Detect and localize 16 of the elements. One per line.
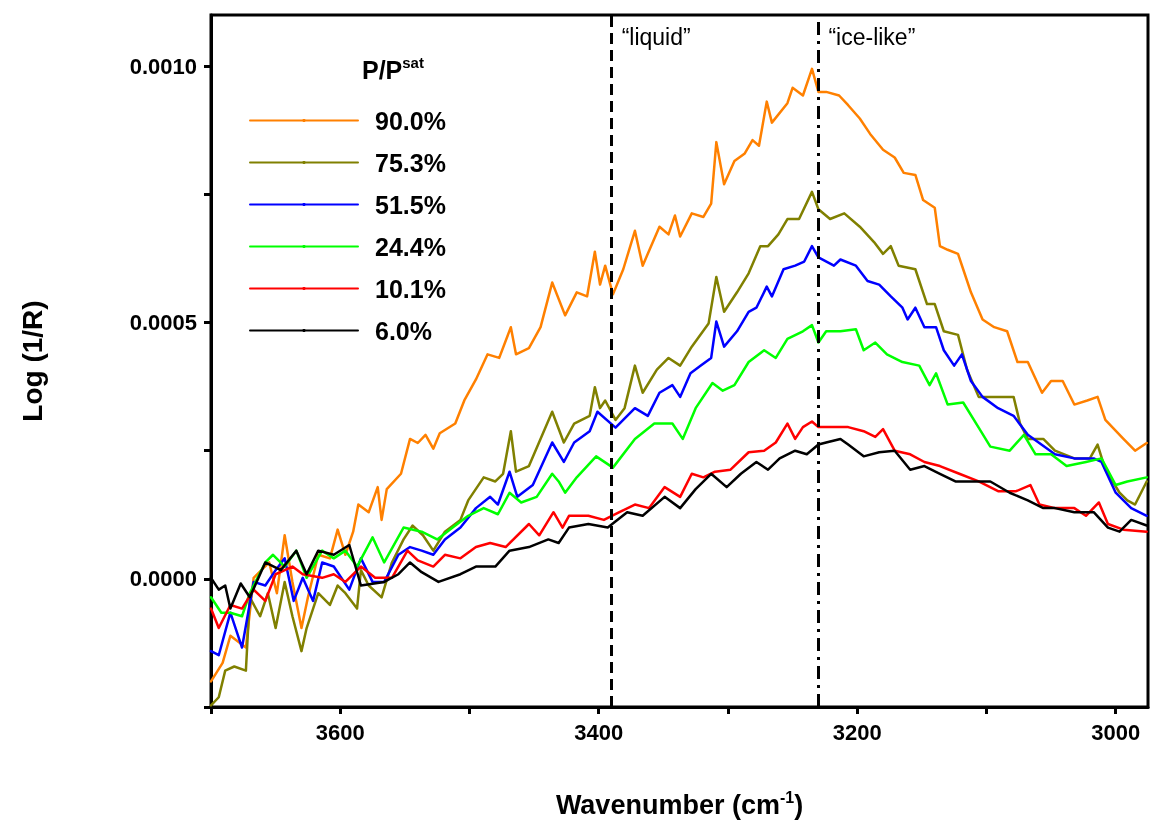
ref-line-label: “liquid” [621,23,691,50]
ref-line-label: “ice-like” [828,23,916,50]
y-tick-label: 0.0005 [129,310,197,336]
legend-label: 90.0% [375,106,446,135]
legend-label: 10.1% [375,274,446,303]
x-tick-label: 3000 [1091,719,1141,745]
x-tick-label: 3400 [574,719,624,745]
legend-label: 51.5% [375,190,446,219]
legend-label: 24.4% [375,232,446,261]
legend-label: 6.0% [375,316,432,345]
legend-label: 75.3% [375,148,446,177]
y-tick-label: 0.0010 [129,53,197,79]
x-tick-label: 3600 [315,719,365,745]
x-tick-label: 3200 [832,719,882,745]
y-axis-title: Log (1/R) [16,300,48,422]
y-tick-label: 0.0000 [129,566,197,592]
